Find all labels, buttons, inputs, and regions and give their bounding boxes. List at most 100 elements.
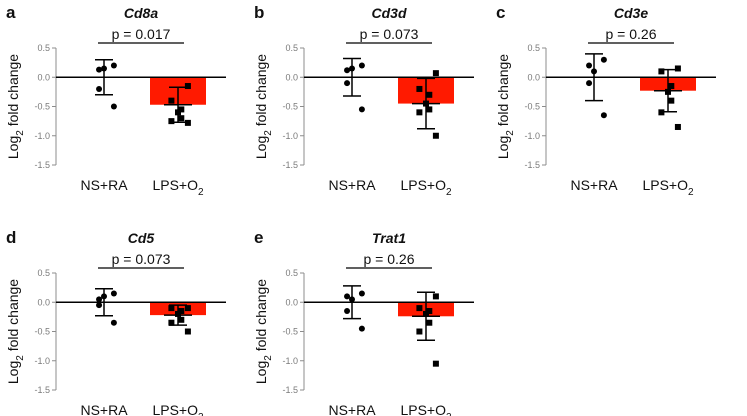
data-point-ns-ra bbox=[110, 290, 117, 297]
y-axis-label-sub: 2 bbox=[15, 355, 26, 361]
y-tick-label: 0.5 bbox=[285, 43, 298, 53]
y-tick-label: -1.0 bbox=[34, 356, 50, 366]
chart-title: Cd5 bbox=[128, 230, 155, 246]
data-point-ns-ra bbox=[96, 296, 103, 303]
data-point-lps-o2 bbox=[432, 293, 439, 300]
category-label-main: NS+RA bbox=[80, 177, 128, 193]
data-point-lps-o2 bbox=[668, 97, 675, 104]
data-point-lps-o2 bbox=[168, 97, 175, 104]
y-tick-label: -1.5 bbox=[34, 160, 50, 170]
data-point-lps-o2 bbox=[426, 319, 433, 326]
y-tick-label: -1.0 bbox=[282, 356, 298, 366]
data-point-ns-ra bbox=[110, 319, 117, 326]
y-axis-label-sub: 2 bbox=[505, 130, 516, 136]
data-point-lps-o2 bbox=[184, 328, 191, 335]
y-axis-label-sub: 2 bbox=[15, 130, 26, 136]
y-axis-label-rest: fold change bbox=[5, 54, 21, 130]
data-point-lps-o2 bbox=[416, 328, 423, 335]
y-axis-label-rest: fold change bbox=[253, 54, 269, 130]
y-axis-label-main: Log bbox=[5, 136, 21, 159]
y-axis-label-main: Log bbox=[5, 361, 21, 384]
p-value: p = 0.073 bbox=[360, 26, 419, 42]
data-point-lps-o2 bbox=[178, 115, 185, 122]
category-label-main: LPS+O bbox=[400, 402, 446, 416]
category-label-ns-ra: NS+RA bbox=[80, 177, 128, 193]
category-label-lps-o2: LPS+O2 bbox=[152, 177, 204, 198]
data-point-ns-ra bbox=[586, 62, 593, 69]
y-tick-label: -1.5 bbox=[524, 160, 540, 170]
data-point-ns-ra bbox=[110, 62, 117, 69]
y-axis-label: Log2 fold change bbox=[253, 279, 274, 384]
data-point-lps-o2 bbox=[416, 85, 423, 92]
y-tick-label: -0.5 bbox=[524, 102, 540, 112]
y-tick-label: -1.0 bbox=[524, 131, 540, 141]
data-point-lps-o2 bbox=[175, 109, 181, 116]
data-point-lps-o2 bbox=[423, 100, 429, 107]
data-point-ns-ra bbox=[586, 80, 593, 87]
y-axis-label-rest: fold change bbox=[495, 54, 511, 130]
data-point-lps-o2 bbox=[175, 310, 181, 317]
y-tick-label: -1.5 bbox=[282, 385, 298, 395]
data-point-ns-ra bbox=[344, 80, 351, 87]
y-tick-label: -1.5 bbox=[282, 160, 298, 170]
p-value: p = 0.073 bbox=[112, 251, 171, 267]
chart-title: Cd8a bbox=[124, 5, 158, 21]
category-label-sub: 2 bbox=[446, 412, 452, 416]
data-point-lps-o2 bbox=[178, 106, 185, 113]
panel-letter: c bbox=[496, 3, 505, 22]
data-point-ns-ra bbox=[344, 67, 351, 74]
y-tick-label: -1.5 bbox=[34, 385, 50, 395]
data-point-lps-o2 bbox=[168, 305, 175, 312]
panel-letter: a bbox=[6, 3, 16, 22]
category-label-lps-o2: LPS+O2 bbox=[400, 402, 452, 416]
data-point-lps-o2 bbox=[423, 310, 429, 317]
data-point-lps-o2 bbox=[665, 88, 671, 95]
panel-letter: d bbox=[6, 228, 16, 247]
panel-letter: b bbox=[254, 3, 264, 22]
category-label-lps-o2: LPS+O2 bbox=[400, 177, 452, 198]
category-label-sub: 2 bbox=[198, 187, 204, 198]
data-point-lps-o2 bbox=[426, 308, 433, 315]
data-point-lps-o2 bbox=[432, 132, 439, 139]
y-tick-label: -0.5 bbox=[282, 327, 298, 337]
data-point-ns-ra bbox=[344, 293, 351, 300]
data-point-ns-ra bbox=[96, 66, 103, 73]
y-axis-label-main: Log bbox=[495, 136, 511, 159]
data-point-lps-o2 bbox=[426, 106, 433, 113]
y-axis-label: Log2 fold change bbox=[495, 54, 516, 159]
data-point-ns-ra bbox=[96, 85, 103, 92]
data-point-ns-ra bbox=[358, 62, 365, 69]
chart-title: Trat1 bbox=[372, 230, 406, 246]
y-tick-label: -1.0 bbox=[34, 131, 50, 141]
data-point-lps-o2 bbox=[184, 119, 191, 126]
data-point-lps-o2 bbox=[658, 109, 665, 116]
y-tick-label: 0.5 bbox=[37, 43, 50, 53]
data-point-ns-ra bbox=[101, 293, 107, 300]
data-point-ns-ra bbox=[101, 65, 107, 72]
data-point-lps-o2 bbox=[178, 308, 185, 315]
category-label-ns-ra: NS+RA bbox=[328, 177, 376, 193]
category-label-sub: 2 bbox=[198, 412, 204, 416]
category-label-ns-ra: NS+RA bbox=[570, 177, 618, 193]
category-label-main: LPS+O bbox=[152, 177, 198, 193]
y-axis-label-main: Log bbox=[253, 361, 269, 384]
chart-title: Cd3d bbox=[372, 5, 407, 21]
data-point-ns-ra bbox=[349, 65, 355, 72]
p-value: p = 0.017 bbox=[112, 26, 171, 42]
category-label-main: LPS+O bbox=[642, 177, 688, 193]
y-axis-label-main: Log bbox=[253, 136, 269, 159]
data-point-ns-ra bbox=[591, 68, 597, 75]
category-label-main: NS+RA bbox=[570, 177, 618, 193]
y-tick-label: 0.0 bbox=[285, 72, 298, 82]
y-tick-label: 0.5 bbox=[285, 268, 298, 278]
data-point-lps-o2 bbox=[674, 123, 681, 130]
data-point-ns-ra bbox=[600, 112, 607, 119]
y-tick-label: -0.5 bbox=[282, 102, 298, 112]
y-axis-label: Log2 fold change bbox=[253, 54, 274, 159]
y-tick-label: -1.0 bbox=[282, 131, 298, 141]
data-point-ns-ra bbox=[110, 103, 117, 110]
data-point-lps-o2 bbox=[168, 319, 175, 326]
